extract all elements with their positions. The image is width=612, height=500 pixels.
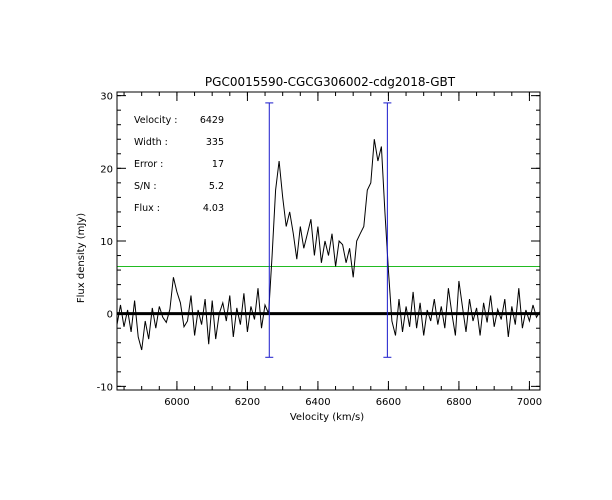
annotation-value: 17 (212, 159, 224, 170)
chart-marks (116, 102, 541, 358)
x-tick-label: 6800 (446, 397, 471, 408)
spectrum-series (116, 139, 541, 351)
x-tick-label: 6400 (305, 397, 330, 408)
annotation-value: 4.03 (203, 203, 224, 214)
x-tick-label: 6200 (235, 397, 260, 408)
y-tick-label: 30 (100, 92, 113, 103)
y-tick-label: 10 (100, 237, 113, 248)
x-tick-label: 6000 (164, 397, 189, 408)
annotation-label: Error : (134, 159, 163, 170)
x-axis-label: Velocity (km/s) (290, 412, 364, 423)
annotation-value: 5.2 (209, 181, 224, 192)
y-tick-label: 0 (107, 310, 113, 321)
x-tick-label: 7000 (517, 397, 542, 408)
annotation-label: Flux : (134, 203, 160, 214)
plot-frame (116, 91, 541, 391)
tick-labels: 6000 6200 6400 6600 6800 7000 -10 0 10 20 30 (97, 92, 542, 408)
annotation-label: Width : (134, 137, 168, 148)
annotation-label: S/N : (134, 181, 157, 192)
annotation-value: 6429 (200, 115, 224, 126)
annotation-label: Velocity : (134, 115, 178, 126)
y-axis-label: Flux density (mJy) (76, 213, 87, 303)
y-tick-label: -10 (97, 382, 113, 393)
annotation-box: Velocity : 6429 Width : 335 Error : 17 S/N : 5.… (134, 115, 224, 214)
chart-title: PGC0015590-CGCG306002-cdg2018-GBT (205, 75, 456, 89)
annotation-value: 335 (206, 137, 224, 148)
x-tick-label: 6600 (376, 397, 401, 408)
y-tick-label: 20 (100, 164, 113, 175)
axis-ticks (117, 92, 540, 390)
